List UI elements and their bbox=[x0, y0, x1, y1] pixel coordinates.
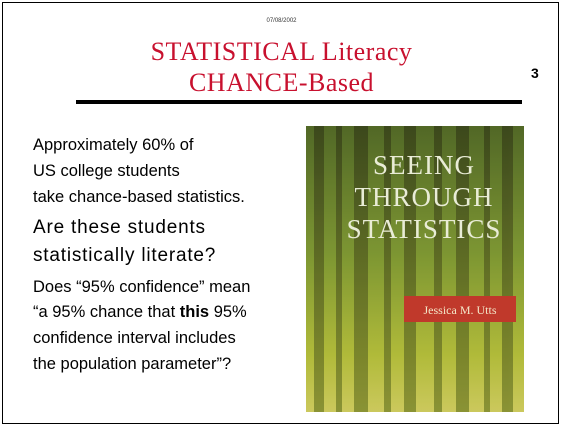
date: 07/08/2002 bbox=[3, 18, 560, 24]
question-line: Are these students bbox=[33, 217, 206, 239]
text: 95% bbox=[209, 303, 247, 321]
page-number: 3 bbox=[531, 65, 539, 81]
page: {"slide": { "date": "07/08/2002", "title… bbox=[0, 0, 563, 428]
title-rule bbox=[76, 100, 522, 104]
book-title: SEEING bbox=[373, 150, 475, 180]
text-line: Approximately 60% of bbox=[33, 136, 194, 155]
question-line: statistically literate? bbox=[33, 245, 216, 267]
title: STATISTICAL Literacy bbox=[3, 37, 560, 67]
subtitle: CHANCE-Based bbox=[3, 68, 560, 98]
text-line: take chance-based statistics. bbox=[33, 188, 245, 207]
slide: 07/08/2002 STATISTICAL Literacy CHANCE-B… bbox=[2, 2, 559, 424]
book-title: STATISTICS bbox=[347, 214, 502, 244]
text-line: US college students bbox=[33, 162, 180, 181]
text-line: “a 95% chance that this 95% bbox=[33, 303, 247, 322]
book-author: Jessica M. Utts bbox=[424, 303, 497, 317]
text: “a 95% chance that bbox=[33, 303, 180, 321]
bold-text: this bbox=[180, 303, 209, 321]
text-line: confidence interval includes bbox=[33, 329, 236, 348]
book-title: THROUGH bbox=[355, 182, 494, 212]
text-line: Does “95% confidence” mean bbox=[33, 278, 250, 297]
text-line: the population parameter”? bbox=[33, 355, 231, 374]
book-cover: SEEING THROUGH STATISTICS Jessica M. Utt… bbox=[306, 126, 524, 412]
